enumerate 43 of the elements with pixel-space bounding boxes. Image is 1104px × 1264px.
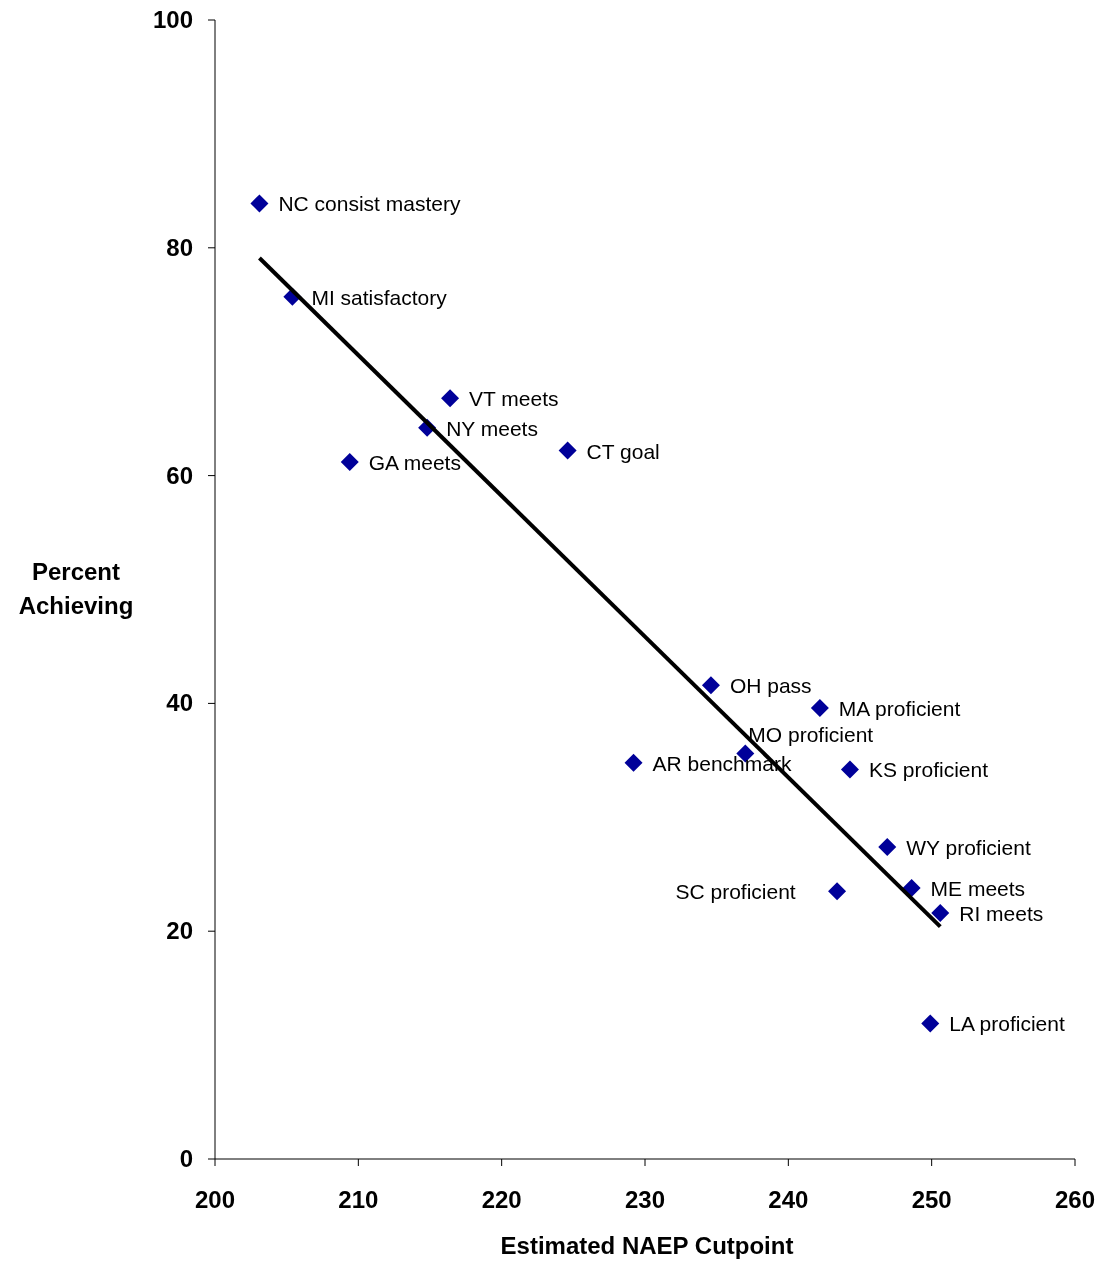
annotation: RI meets	[959, 901, 1044, 925]
y-tick-label: 20	[166, 917, 193, 945]
point	[701, 676, 720, 695]
y-tick-label: 0	[179, 1145, 193, 1172]
point	[840, 760, 859, 779]
annotation: GA meets	[368, 450, 461, 474]
x-axis-title: Estimated NAEP Cutpoint	[500, 1232, 794, 1259]
point	[250, 194, 269, 213]
x-tick-label: 260	[1054, 1186, 1096, 1213]
x-tick-label: 250	[911, 1186, 952, 1213]
y-tick-label: 80	[166, 233, 193, 261]
annotation: ME meets	[930, 876, 1026, 900]
y-axis-title: Percent Achieving	[18, 558, 134, 619]
point	[558, 441, 577, 460]
point	[902, 878, 921, 897]
point	[828, 882, 847, 901]
y-tick-label: 40	[166, 689, 193, 717]
annotation: MI satisfactory	[311, 285, 448, 309]
x-tick-label: 240	[768, 1186, 809, 1213]
annotation: NY meets	[446, 416, 538, 440]
y-tick-label: 100	[152, 6, 193, 33]
annotation: LA proficient	[949, 1012, 1065, 1036]
y-tick-label: 60	[166, 461, 193, 489]
annotation: WY proficient	[906, 835, 1031, 859]
point	[441, 389, 460, 408]
x-tick-label: 220	[481, 1186, 522, 1213]
point	[931, 903, 950, 922]
point	[878, 837, 897, 856]
point	[921, 1014, 940, 1033]
annotation: KS proficient	[868, 758, 989, 782]
annotation: NC consist mastery	[278, 192, 461, 216]
point	[624, 753, 643, 772]
x-tick-label: 200	[194, 1186, 236, 1213]
annotation: VT meets	[469, 387, 559, 411]
point	[340, 452, 359, 471]
point	[810, 698, 829, 717]
annotation: CT goal	[586, 439, 660, 463]
annotation: SC proficient	[675, 880, 796, 904]
x-tick-label: 230	[624, 1186, 666, 1213]
annotation: OH pass	[729, 674, 812, 698]
x-tick-label: 210	[338, 1186, 379, 1213]
annotation: MA proficient	[838, 696, 961, 720]
annotation: MO proficient	[748, 722, 874, 746]
